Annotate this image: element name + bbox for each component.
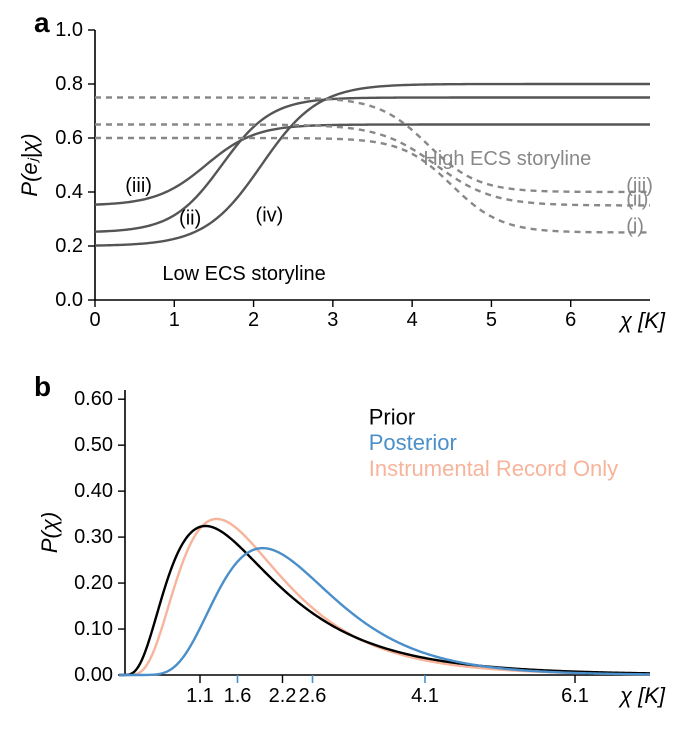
panel-a-ytick-label: 0.2 [55, 235, 83, 257]
panel-b-ytick-label: 0.60 [74, 388, 113, 410]
panel-b-curve-instrumental [119, 519, 650, 675]
panel-a-high-label-iii: (iii) [626, 175, 653, 197]
panel-a-low-storyline: Low ECS storyline [162, 263, 325, 285]
panel-a-ytick-label: 0.6 [55, 127, 83, 149]
panel-a-xtick-label: 1 [169, 309, 180, 331]
panel-b-xtick-label: 2.2 [269, 685, 297, 707]
panel-a-label: a [34, 7, 50, 38]
panel-b-xtitle: χ [K] [618, 683, 666, 708]
panel-a-ytick-label: 1.0 [55, 19, 83, 41]
panel-b-xtick-label-blue: 1.6 [224, 685, 252, 707]
panel-a-low-label-iii: (iii) [125, 175, 152, 197]
panel-b-ytick-label: 0.00 [74, 664, 113, 686]
panel-a-xtick-label: 4 [407, 309, 418, 331]
panel-a-xtick-label: 5 [486, 309, 497, 331]
panel-b-ytick-label: 0.10 [74, 618, 113, 640]
panel-a-ytick-label: 0.4 [55, 181, 83, 203]
panel-b-xtick-label-blue: 4.1 [411, 685, 439, 707]
panel-a-high-storyline: High ECS storyline [423, 148, 591, 170]
panel-b-legend-prior: Prior [369, 404, 415, 429]
panel-a-high-curve-iii_high [95, 98, 650, 192]
panel-a-ytitle: P(eⱼ|χ) [17, 133, 42, 196]
panel-a-xtick-label: 3 [327, 309, 338, 331]
panel-a-xtick-label: 6 [565, 309, 576, 331]
panel-a-high-label-i: (i) [626, 216, 644, 238]
panel-b-ytick-label: 0.50 [74, 434, 113, 456]
panel-a-low-label-ii: (ii) [179, 207, 201, 229]
panel-b-ytick-label: 0.40 [74, 480, 113, 502]
panel-a-ytick-label: 0.0 [55, 289, 83, 311]
panel-a-xtitle: χ [K] [618, 308, 666, 333]
panel-b-ytick-label: 0.20 [74, 572, 113, 594]
panel-a-low-label-iv: (iv) [256, 205, 284, 227]
panel-b-legend-instrumental: Instrumental Record Only [369, 456, 618, 481]
panel-b-curve-prior [119, 526, 650, 675]
panel-b-ytick-label: 0.30 [74, 526, 113, 548]
panel-b-ytitle: P(χ) [37, 512, 62, 553]
panel-a-xtick-label: 0 [89, 309, 100, 331]
panel-b-legend-posterior: Posterior [369, 430, 457, 455]
panel-b-xtick-label: 6.1 [561, 685, 589, 707]
panel-a-ytick-label: 0.8 [55, 73, 83, 95]
panel-a-xtick-label: 2 [248, 309, 259, 331]
panel-b-xtick-label: 1.1 [186, 685, 214, 707]
panel-b-curve-posterior [119, 548, 650, 675]
panel-b-label: b [34, 371, 51, 402]
panel-b-xtick-label-blue: 2.6 [299, 685, 327, 707]
